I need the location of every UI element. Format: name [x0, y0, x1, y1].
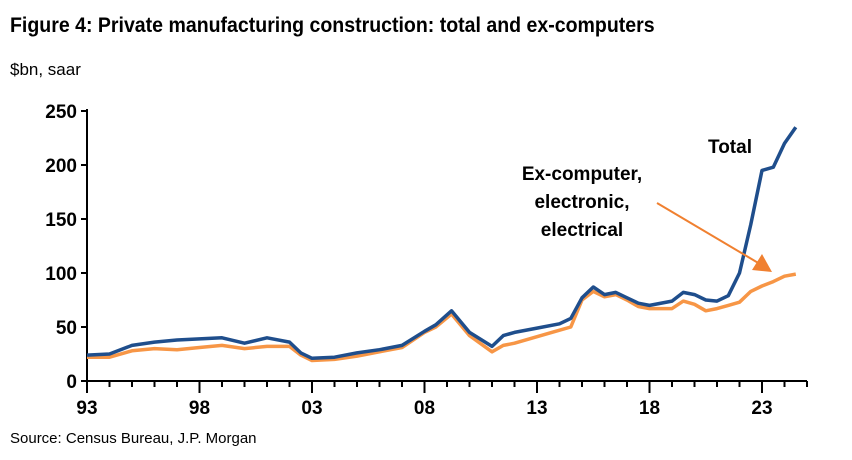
- x-tick-label: 13: [526, 398, 547, 419]
- x-tick-label: 18: [639, 398, 660, 419]
- annotation-total: Total: [708, 137, 752, 158]
- chart-title: Figure 4: Private manufacturing construc…: [10, 14, 655, 37]
- annotation-ex-computer: Ex-computer,: [522, 164, 642, 185]
- series-line-ex-computer: [87, 272, 797, 363]
- x-tick-label: 03: [301, 398, 322, 419]
- chart-subtitle: $bn, saar: [10, 60, 81, 79]
- y-tick-label: 50: [56, 318, 77, 339]
- series-line-total: [86, 126, 798, 361]
- x-tick-label: 93: [76, 398, 97, 419]
- annotation-arrow: [656, 202, 761, 265]
- annotation-ex-computer: electronic,: [534, 192, 629, 213]
- y-tick-label: 200: [45, 156, 77, 177]
- y-tick-label: 250: [45, 102, 77, 123]
- x-tick-label: 08: [414, 398, 435, 419]
- x-tick-label: 23: [751, 398, 772, 419]
- y-tick-label: 100: [45, 264, 77, 285]
- x-tick-label: 98: [189, 398, 210, 419]
- y-tick-label: 150: [45, 210, 77, 231]
- annotation-ex-computer: electrical: [541, 220, 623, 241]
- source-note: Source: Census Bureau, J.P. Morgan: [10, 430, 257, 447]
- y-tick-label: 0: [66, 372, 77, 393]
- arrow-head-icon: [752, 254, 772, 272]
